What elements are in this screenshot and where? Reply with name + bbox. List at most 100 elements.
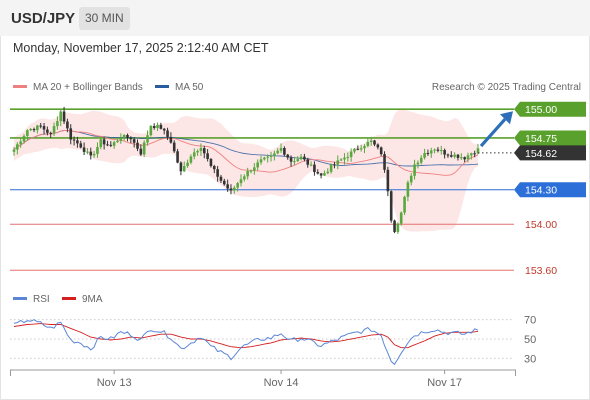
candle-body	[283, 148, 286, 155]
candle-body	[443, 150, 446, 155]
legend-swatch-ma50	[155, 85, 169, 88]
candle-body	[319, 173, 323, 176]
candle-body	[109, 144, 113, 146]
candle-body	[463, 157, 466, 160]
candle-body	[229, 188, 233, 191]
candle-body	[146, 135, 149, 143]
candle-body	[46, 129, 49, 133]
legend-rsi-label: RSI	[33, 294, 50, 305]
candle-body	[356, 148, 360, 150]
candle-body	[139, 148, 143, 155]
candle-body	[409, 175, 413, 183]
candle-body	[246, 170, 249, 177]
price-label-bg	[514, 182, 586, 198]
candle-body	[16, 144, 19, 150]
candle-body	[286, 154, 290, 158]
candle-body	[393, 220, 396, 232]
candle-body	[423, 152, 426, 158]
watermark: Research © 2025 Trading Central	[432, 82, 581, 93]
candle-body	[449, 155, 453, 157]
legend-swatch-ma20	[13, 85, 27, 88]
time-tick-label: Nov 13	[97, 377, 132, 389]
candle-body	[149, 125, 153, 136]
time-tick-label: Nov 17	[427, 377, 462, 389]
candle-body	[36, 125, 39, 131]
candle-body	[96, 147, 99, 154]
candle-body	[446, 154, 450, 156]
candle-body	[66, 121, 69, 129]
candle-body	[473, 153, 476, 155]
candle-body	[323, 173, 326, 176]
candle-body	[439, 150, 443, 152]
chart-header: USD/JPY 30 MIN	[0, 0, 590, 36]
price-label-text: 154.75	[525, 133, 557, 145]
forecast-arrow	[478, 111, 514, 154]
candle-body	[313, 164, 316, 173]
support-resistance-lines	[10, 108, 514, 271]
candle-body	[329, 164, 333, 172]
candle-body	[26, 130, 29, 136]
candle-body	[399, 212, 403, 224]
candle-body	[159, 124, 163, 129]
candle-body	[166, 130, 169, 137]
candle-body	[56, 121, 59, 127]
candle-body	[206, 153, 209, 159]
candle-body	[19, 141, 22, 145]
candle-body	[79, 143, 83, 148]
symbol-title: USD/JPY	[11, 10, 76, 27]
candle-body	[303, 156, 306, 160]
legend-9ma-label: 9MA	[82, 294, 103, 305]
price-label-155-00: 155.00	[514, 101, 586, 117]
candle-body	[470, 153, 473, 156]
candle-body	[199, 148, 203, 151]
candle-body	[296, 159, 300, 162]
candle-body	[12, 149, 16, 152]
legend-swatch-9ma	[62, 297, 76, 300]
candle-body	[102, 139, 106, 145]
legend-swatch-rsi	[13, 297, 27, 300]
candle-body	[389, 191, 393, 221]
candle-body	[259, 159, 263, 163]
candle-body	[276, 150, 280, 154]
rsi-line	[13, 319, 479, 366]
candle-body	[29, 129, 32, 131]
candle-body	[106, 144, 109, 146]
candle-body	[373, 140, 376, 145]
timeframe-button[interactable]: 30 MIN	[79, 7, 130, 30]
price-label-154-75: 154.75	[514, 130, 586, 146]
candle-body	[403, 196, 406, 213]
candle-body	[236, 183, 239, 188]
candle-body	[266, 156, 269, 158]
forecast-arrow-head	[500, 111, 513, 125]
candle-body	[86, 151, 89, 153]
candle-body	[132, 139, 136, 143]
candle-body	[339, 159, 343, 161]
candle-body	[476, 148, 480, 154]
price-label-text: 153.60	[525, 265, 557, 277]
chart-datetime: Monday, November 17, 2025 2:12:40 AM CET	[13, 41, 269, 55]
price-label-153-60: 153.60	[525, 265, 557, 277]
candle-body	[273, 153, 276, 156]
candle-body	[212, 166, 216, 170]
candle-body	[316, 172, 320, 174]
moving-averages	[13, 129, 479, 176]
candle-body	[333, 164, 336, 166]
candle-body	[379, 147, 383, 155]
ma50-line	[13, 129, 479, 167]
candle-body	[72, 139, 76, 141]
candle-body	[42, 126, 46, 130]
candle-body	[172, 142, 176, 152]
candle-body	[309, 164, 313, 166]
candle-body	[49, 132, 53, 134]
candle-body	[52, 126, 56, 134]
candle-body	[359, 148, 363, 150]
candle-body	[239, 179, 243, 184]
candle-body	[349, 151, 353, 157]
candle-body	[269, 155, 273, 157]
candle-body	[233, 187, 236, 191]
candle-body	[396, 223, 400, 232]
candle-body	[196, 150, 199, 153]
price-level-labels: 155.00 154.75 154.62 154.30 154.00 153.60	[514, 101, 586, 277]
candle-body	[223, 180, 226, 185]
